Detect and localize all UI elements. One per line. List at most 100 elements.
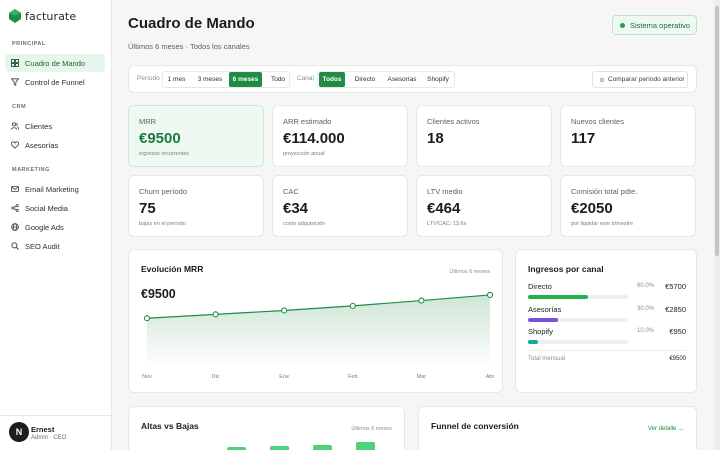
sidebar-item-label: Control de Funnel — [25, 77, 85, 87]
channel-amount: €2850 — [665, 305, 686, 314]
channel-todos[interactable]: Todos — [319, 72, 345, 87]
channel-selector — [317, 71, 455, 88]
channel-bar-fill — [528, 340, 538, 344]
scrollbar-thumb[interactable] — [715, 6, 719, 256]
mrr-point-mar[interactable] — [418, 297, 425, 304]
sidebar-item-label: Google Ads — [25, 222, 64, 232]
kpi-card-ltv: LTV medio €464 LTV/CAC: 13.6x — [416, 175, 552, 237]
kpi-sub: ingresos recurrentes — [139, 151, 190, 157]
altas-bar — [227, 447, 246, 450]
kpi-sub: por liquidar este trimestre — [571, 221, 634, 227]
avatar: N — [9, 422, 29, 442]
x-axis-label: Ene — [279, 374, 289, 380]
sidebar-item-label: Clientes — [25, 121, 53, 131]
channel-name: Asesorías — [528, 305, 562, 314]
mrr-line — [146, 294, 491, 319]
channel-pct: 10.0% — [637, 328, 655, 334]
kpi-label: Comisión total pdte. — [571, 187, 638, 196]
kpi-card-mrr: MRR €9500 ingresos recurrentes — [128, 105, 264, 167]
heart-icon — [11, 141, 19, 149]
sidebar-item-label: Cuadro de Mando — [25, 58, 86, 68]
sidebar-item-label: Asesorías — [25, 140, 59, 150]
mrr-point-feb[interactable] — [349, 302, 356, 309]
user-profile[interactable]: N Ernest Admin · CEO — [0, 415, 111, 450]
kpi-label: MRR — [139, 117, 157, 126]
funnel-card: Funnel de conversión Ver detalle → — [418, 406, 697, 450]
page-title: Cuadro de Mando — [128, 15, 255, 32]
mrr-area — [147, 294, 490, 362]
channel-revenue-card: Ingresos por canal Directo 60.0% €5700 A… — [515, 249, 697, 393]
channel-asesorias[interactable]: Asesorías — [387, 76, 417, 83]
channel-bar-track — [528, 340, 628, 344]
page-subtitle: Últimos 6 meses · Todos los canales — [128, 42, 250, 51]
altas-card-title: Altas vs Bajas — [141, 421, 199, 431]
kpi-value: €2050 — [571, 200, 613, 217]
compare-label: Comparar período anterior — [608, 76, 685, 83]
status-dot-icon — [620, 22, 625, 28]
channel-directo[interactable]: Directo — [354, 76, 376, 83]
nav-section-principal: PRINCIPAL — [12, 41, 46, 47]
x-axis-label: Mar — [417, 374, 427, 380]
kpi-label: ARR estimado — [283, 117, 332, 126]
sidebar-item-social-media[interactable]: Social Media — [5, 199, 105, 217]
channel-shopify[interactable]: Shopify — [427, 76, 449, 83]
period-1-mes[interactable]: 1 mes — [167, 76, 186, 83]
kpi-card-clientes-activos: Clientes activos 18 — [416, 105, 552, 167]
sidebar-item-asesorias[interactable]: Asesorías — [5, 136, 105, 154]
mrr-point-abr[interactable] — [486, 291, 494, 298]
kpi-value: 75 — [139, 200, 156, 217]
mrr-point-nov[interactable] — [143, 315, 151, 322]
sidebar: facturate PRINCIPAL Cuadro de Mando Cont… — [0, 0, 112, 450]
sidebar-item-email-marketing[interactable]: Email Marketing — [5, 180, 105, 198]
altas-bar — [270, 446, 289, 450]
x-axis-label: Dic — [212, 374, 220, 380]
period-label: Período — [137, 75, 160, 82]
page-scrollbar[interactable] — [714, 0, 720, 450]
channel-bar-fill — [528, 295, 588, 299]
channel-amount: €5700 — [665, 282, 686, 291]
sidebar-item-seo-audit[interactable]: SEO Audit — [5, 237, 105, 255]
kpi-value: 18 — [427, 130, 444, 147]
period-3-meses[interactable]: 3 meses — [197, 76, 223, 83]
sidebar-item-label: SEO Audit — [25, 241, 60, 251]
status-badge: Sistema operativo — [612, 15, 697, 35]
funnel-detail-link[interactable]: Ver detalle → — [647, 426, 684, 432]
brand-logo[interactable]: facturate — [9, 9, 76, 23]
sidebar-item-cuadro-de-mando[interactable]: Cuadro de Mando — [5, 54, 105, 72]
sidebar-item-control-de-funnel[interactable]: Control de Funnel — [5, 73, 105, 91]
channel-pct: 30.0% — [637, 306, 655, 312]
filter-icon — [11, 78, 19, 86]
mail-icon — [11, 186, 19, 192]
mrr-evolution-card: Evolución MRR Últimos 6 meses €9500 Nov D… — [128, 249, 503, 393]
compare-previous-button[interactable]: Comparar período anterior — [592, 71, 688, 88]
period-todo[interactable]: Todo — [270, 76, 286, 83]
period-6-meses[interactable]: 6 meses — [229, 72, 262, 87]
altas-bar — [356, 442, 375, 450]
channel-label: Canal — [297, 75, 314, 82]
kpi-card-arr: ARR estimado €114.000 proyección anual — [272, 105, 408, 167]
mrr-card-period: Últimos 6 meses — [449, 269, 490, 275]
channel-name: Shopify — [528, 327, 554, 336]
nav-section-marketing: MARKETING — [12, 167, 50, 173]
kpi-label: Clientes activos — [427, 117, 480, 126]
sidebar-item-label: Email Marketing — [25, 184, 79, 194]
sidebar-item-clientes[interactable]: Clientes — [5, 117, 105, 135]
user-name: Ernest — [31, 425, 55, 434]
sidebar-item-label: Social Media — [25, 203, 68, 213]
x-axis-label: Nov — [142, 374, 152, 380]
sidebar-item-google-ads[interactable]: Google Ads — [5, 218, 105, 236]
kpi-sub: proyección anual — [283, 151, 325, 157]
kpi-value: €464 — [427, 200, 461, 217]
mrr-current-value: €9500 — [141, 287, 176, 301]
kpi-card-cac: CAC €34 costo adquisición — [272, 175, 408, 237]
brand-name: facturate — [25, 9, 77, 23]
channel-total-value: €9500 — [669, 356, 686, 362]
kpi-card-churn: Churn período 75 bajas en el período — [128, 175, 264, 237]
compare-radio-icon — [600, 77, 604, 82]
channel-pct: 60.0% — [637, 283, 655, 289]
mrr-point-dic[interactable] — [212, 311, 219, 318]
kpi-value: €34 — [283, 200, 309, 217]
x-axis-label: Feb — [348, 374, 357, 380]
share-icon — [11, 204, 19, 212]
mrr-point-ene[interactable] — [281, 307, 288, 314]
